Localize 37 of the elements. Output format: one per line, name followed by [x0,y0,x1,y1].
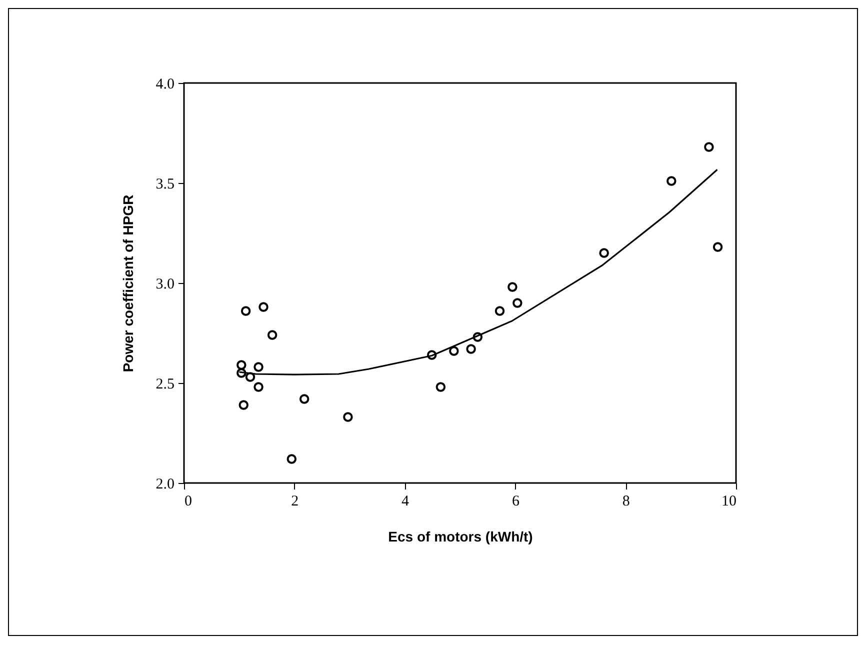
point [267,330,278,340]
point [236,368,246,378]
point [449,346,459,356]
point [254,382,264,392]
point [426,350,437,360]
point [712,242,723,252]
y-tick-label: 3.5 [156,176,174,192]
x-axis-title: Ecs of motors (kWh/t) [388,528,533,544]
point [245,372,256,382]
point [599,248,609,258]
point [286,454,297,464]
point [466,344,476,354]
x-tick-label: 0 [184,494,192,510]
point [258,302,268,312]
x-tick-label: 6 [512,494,520,510]
point [436,382,446,392]
point [704,142,714,152]
y-tick-label: 2.5 [156,376,174,392]
point [472,332,483,342]
x-tick-label: 4 [402,494,410,510]
point [666,176,676,186]
y-axis-title: Power coefficient of HPGR [120,194,136,372]
point [512,298,522,308]
x-tick-label: 10 [722,494,736,510]
point [343,412,353,422]
point [494,306,505,316]
point [240,306,251,316]
point [508,282,518,292]
y-tick-label: 3.0 [156,276,174,292]
point [254,362,264,372]
x-tick-label: 2 [291,494,299,510]
point [238,400,248,410]
y-tick-label: 4.0 [156,76,174,92]
point [299,394,310,404]
y-tick-label: 2.0 [156,476,174,492]
x-tick-label: 8 [622,494,630,510]
point [236,360,246,370]
